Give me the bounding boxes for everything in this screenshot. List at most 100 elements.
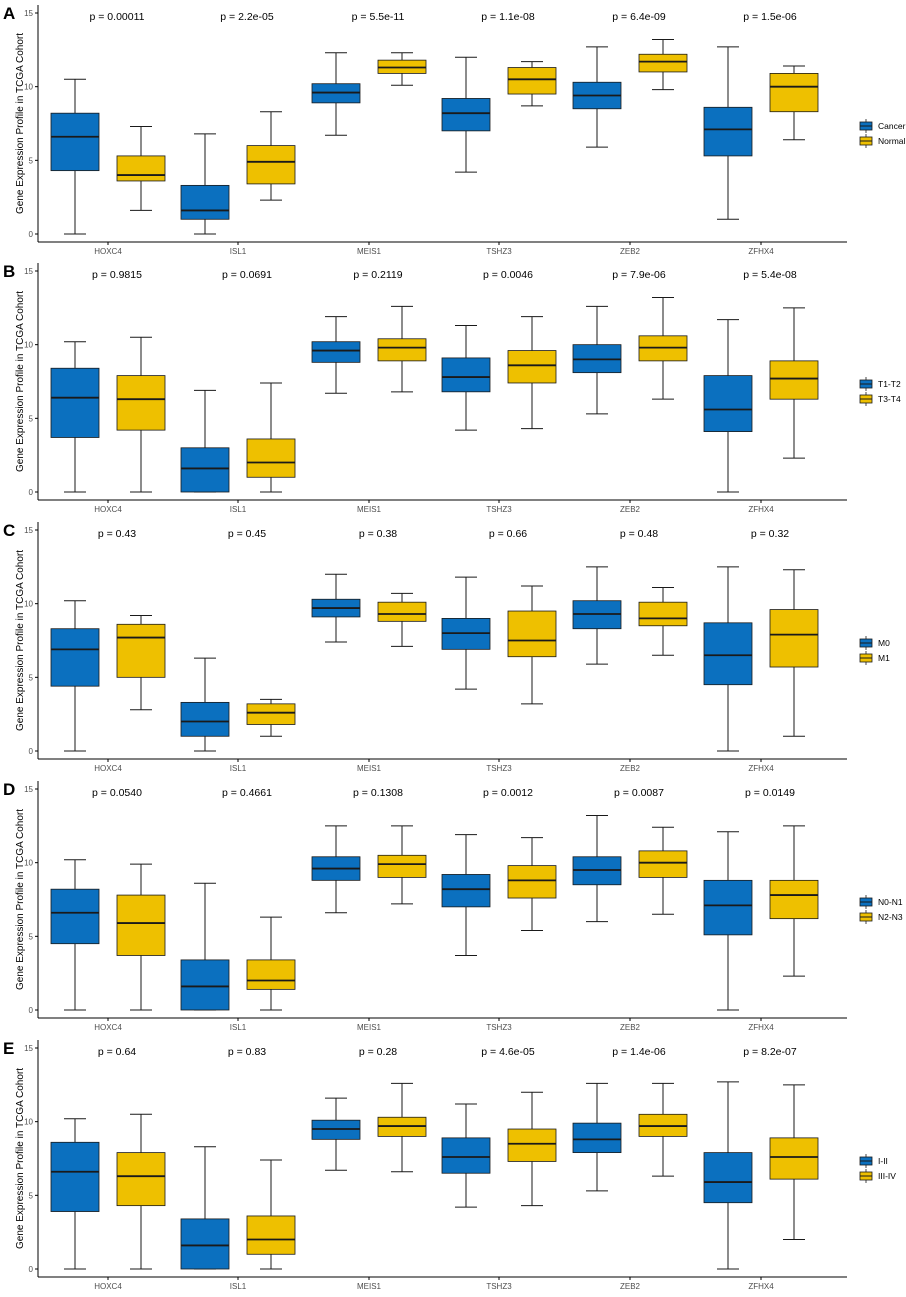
box-i-ii-hoxc4 — [50, 1118, 100, 1270]
p-value-label: p = 0.0149 — [745, 787, 795, 799]
y-axis-label: Gene Expression Profile in TCGA Cohort — [15, 33, 26, 214]
box-iqr — [507, 67, 557, 95]
legend-label: III-IV — [878, 1171, 896, 1181]
box-n0-n1-zfhx4 — [703, 831, 753, 1011]
y-tick-label: 15 — [24, 267, 33, 276]
box-m0-hoxc4 — [50, 600, 100, 752]
p-value-label: p = 0.45 — [228, 528, 266, 540]
box-normal-zfhx4 — [769, 65, 819, 141]
box-iqr — [441, 357, 491, 393]
box-normal-isl1 — [246, 111, 296, 201]
box-iqr — [311, 341, 361, 363]
x-tick-label: ZFHX4 — [748, 505, 774, 514]
box-iii-iv-tshz3 — [507, 1091, 557, 1207]
box-cancer-hoxc4 — [50, 78, 100, 235]
box-m1-meis1 — [377, 592, 427, 647]
x-tick-label: ISL1 — [230, 505, 247, 514]
panel-letter: C — [3, 521, 15, 540]
y-tick-label: 15 — [24, 526, 33, 535]
p-value-label: p = 0.2119 — [353, 269, 402, 281]
box-iqr — [703, 622, 753, 686]
panel-letter: D — [3, 780, 15, 799]
legend: I-II III-IV — [859, 1154, 896, 1183]
p-value-label: p = 6.4e-09 — [612, 11, 666, 23]
p-value-label: p = 0.4661 — [222, 787, 272, 799]
x-tick-label: ZEB2 — [620, 247, 641, 256]
p-value-label: p = 0.9815 — [92, 269, 142, 281]
p-value-label: p = 1.4e-06 — [612, 1046, 666, 1058]
box-normal-meis1 — [377, 52, 427, 86]
box-t3-t4-hoxc4 — [116, 336, 166, 493]
box-t1-t2-zeb2 — [572, 305, 622, 415]
box-t3-t4-tshz3 — [507, 316, 557, 430]
x-tick-label: ISL1 — [230, 764, 247, 773]
box-m0-isl1 — [180, 657, 230, 752]
x-tick-label: ZEB2 — [620, 1023, 641, 1032]
box-iqr — [180, 447, 230, 493]
box-n0-n1-meis1 — [311, 825, 361, 914]
p-value-label: p = 0.0046 — [483, 269, 533, 281]
legend-label: N0-N1 — [878, 897, 903, 907]
box-iqr — [507, 1128, 557, 1162]
p-value-label: p = 4.6e-05 — [481, 1046, 535, 1058]
box-iqr — [703, 879, 753, 936]
y-tick-label: 5 — [29, 1191, 34, 1200]
box-i-ii-zeb2 — [572, 1082, 622, 1192]
x-tick-label: TSHZ3 — [486, 1282, 512, 1291]
x-tick-label: HOXC4 — [94, 247, 122, 256]
box-iii-iv-meis1 — [377, 1082, 427, 1173]
legend-label: T1-T2 — [878, 379, 901, 389]
box-iqr — [507, 865, 557, 899]
box-t3-t4-meis1 — [377, 305, 427, 393]
p-value-label: p = 0.28 — [359, 1046, 397, 1058]
x-tick-label: ISL1 — [230, 1023, 247, 1032]
x-tick-label: MEIS1 — [357, 1282, 382, 1291]
y-tick-label: 10 — [24, 83, 33, 92]
box-t1-t2-zfhx4 — [703, 319, 753, 493]
box-iii-iv-isl1 — [246, 1159, 296, 1270]
x-tick-label: HOXC4 — [94, 1023, 122, 1032]
legend-label: Cancer — [878, 121, 906, 131]
y-tick-label: 5 — [29, 414, 34, 423]
box-iqr — [116, 1152, 166, 1207]
p-value-label: p = 0.0691 — [222, 269, 272, 281]
box-n2-n3-hoxc4 — [116, 863, 166, 1011]
p-value-label: p = 5.4e-08 — [743, 269, 797, 281]
x-tick-label: MEIS1 — [357, 1023, 382, 1032]
p-value-label: p = 0.48 — [620, 528, 658, 540]
x-tick-label: HOXC4 — [94, 1282, 122, 1291]
box-m0-tshz3 — [441, 576, 491, 690]
box-m0-meis1 — [311, 573, 361, 643]
box-iii-iv-hoxc4 — [116, 1113, 166, 1270]
box-normal-tshz3 — [507, 61, 557, 107]
box-iqr — [180, 184, 230, 220]
box-n2-n3-meis1 — [377, 825, 427, 905]
box-iqr — [50, 1141, 100, 1212]
box-iqr — [116, 894, 166, 956]
box-t1-t2-tshz3 — [441, 325, 491, 431]
y-tick-label: 5 — [29, 673, 34, 682]
box-iqr — [572, 1122, 622, 1154]
box-cancer-tshz3 — [441, 56, 491, 173]
box-iqr — [638, 601, 688, 627]
box-n2-n3-tshz3 — [507, 837, 557, 931]
box-iqr — [246, 703, 296, 725]
legend: T1-T2 T3-T4 — [859, 377, 901, 406]
box-iqr — [116, 375, 166, 431]
box-iqr — [769, 73, 819, 113]
box-iqr — [441, 874, 491, 908]
box-normal-hoxc4 — [116, 125, 166, 211]
x-tick-label: ZEB2 — [620, 1282, 641, 1291]
x-tick-label: MEIS1 — [357, 764, 382, 773]
box-iqr — [377, 338, 427, 362]
p-value-label: p = 7.9e-06 — [612, 269, 666, 281]
box-iqr — [116, 623, 166, 678]
box-iqr — [638, 53, 688, 73]
p-value-label: p = 0.66 — [489, 528, 527, 540]
y-tick-label: 0 — [29, 230, 34, 239]
legend-label: T3-T4 — [878, 394, 901, 404]
legend-label: M1 — [878, 653, 890, 663]
